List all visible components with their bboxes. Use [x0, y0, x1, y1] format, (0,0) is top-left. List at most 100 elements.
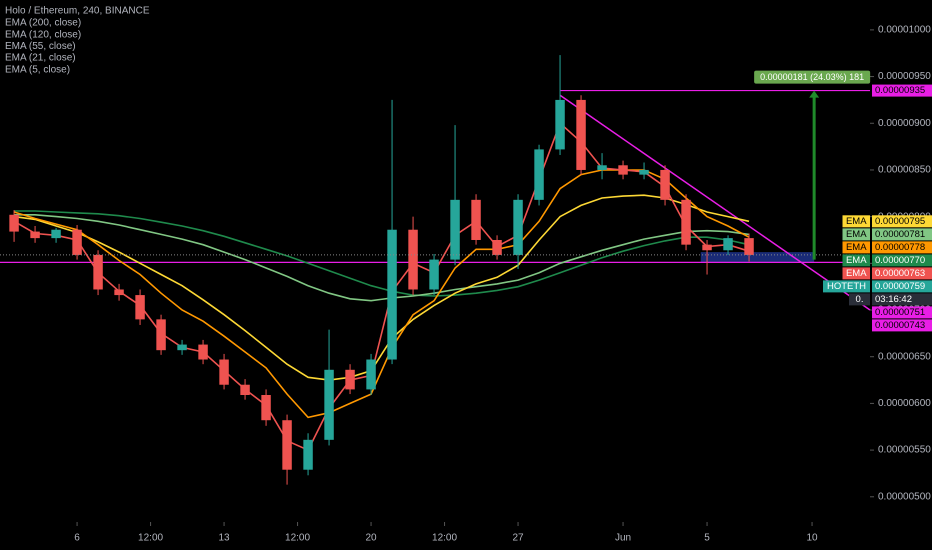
- y-tick-label: 0.00001000: [878, 25, 931, 36]
- x-tick-label: Jun: [615, 533, 631, 544]
- legend-entry: EMA (21, close): [5, 53, 76, 64]
- candle-body: [387, 229, 397, 360]
- candle-body: [660, 169, 670, 200]
- axis-tag-name: EMA: [846, 255, 867, 266]
- candle-body: [702, 244, 712, 251]
- candle-body: [744, 238, 754, 255]
- axis-tag: [872, 306, 932, 319]
- candle-body: [345, 369, 355, 390]
- measure-arrow-head: [809, 90, 820, 98]
- candle-body: [534, 149, 544, 200]
- axis-tag-name-box: [823, 280, 870, 293]
- measure-label-box: [754, 70, 871, 84]
- candle-body: [177, 344, 187, 351]
- legend-entry: EMA (5, close): [5, 64, 70, 75]
- candle-body: [198, 344, 208, 360]
- x-tick-label: 12:00: [285, 533, 310, 544]
- axis-tag-label: 0.00000763: [875, 268, 925, 279]
- y-tick-label: 0.00000600: [878, 398, 931, 409]
- axis-tag-name: EMA: [846, 242, 867, 253]
- candle-body: [723, 238, 733, 251]
- y-tick-label: 0.00000850: [878, 165, 931, 176]
- candle-body: [492, 239, 502, 255]
- x-tick-label: 20: [365, 533, 377, 544]
- axis-tag-name-box: [842, 267, 870, 280]
- x-tick-label: 10: [806, 533, 818, 544]
- legend-entry: EMA (120, close): [5, 29, 81, 40]
- candle-body: [261, 395, 271, 421]
- candle-body: [30, 231, 40, 239]
- candle-body: [219, 359, 229, 385]
- axis-tag: [872, 293, 932, 306]
- axis-tag-name-box: [849, 293, 870, 306]
- ema-line: [13, 194, 750, 381]
- candle-body: [156, 319, 166, 351]
- candle-body: [114, 289, 124, 296]
- candle-body: [282, 420, 292, 470]
- axis-tag-name: EMA: [846, 216, 867, 227]
- axis-tag-name-box: [842, 241, 870, 254]
- axis-tag-label: 0.00000795: [875, 216, 925, 227]
- axis-tag: [872, 84, 932, 97]
- axis-tag-label: 0.00000935: [875, 85, 925, 96]
- axis-tag-name-box: [842, 215, 870, 228]
- x-tick-label: 13: [218, 533, 230, 544]
- axis-tag-name-box: [842, 228, 870, 241]
- axis-tag-label: 0.00000743: [875, 320, 925, 331]
- candle-body: [597, 165, 607, 170]
- legend-entry: EMA (55, close): [5, 41, 76, 52]
- y-tick-label: 0.00000550: [878, 445, 931, 456]
- candle-body: [471, 199, 481, 240]
- candle-body: [51, 229, 61, 239]
- y-tick-label: 0.00000500: [878, 491, 931, 502]
- axis-tag: [872, 254, 932, 267]
- axis-tag: [872, 267, 932, 280]
- x-tick-label: 6: [74, 533, 80, 544]
- axis-tag: [872, 319, 932, 332]
- axis-tag: [872, 241, 932, 254]
- measure-label: 0.00000181 (24.03%) 181: [760, 72, 864, 82]
- price-zone: [700, 252, 815, 263]
- axis-tag-label: 0.00000781: [875, 229, 925, 240]
- axis-tag-label: 0.00000751: [875, 307, 925, 318]
- candle-body: [93, 254, 103, 290]
- y-tick-label: 0.00000950: [878, 71, 931, 82]
- candle-body: [618, 165, 628, 175]
- axis-tag-name-box: [842, 254, 870, 267]
- candle-body: [72, 229, 82, 255]
- axis-tag: [872, 215, 932, 228]
- candle-body: [366, 359, 376, 390]
- x-tick-label: 12:00: [432, 533, 457, 544]
- candle-body: [303, 439, 313, 470]
- x-tick-label: 12:00: [138, 533, 163, 544]
- axis-tag-name: EMA: [846, 229, 867, 240]
- candle-body: [450, 199, 460, 260]
- axis-tag-label: 03:16:42: [875, 294, 912, 305]
- candle-body: [513, 199, 523, 255]
- axis-tag-label: 0.00000770: [875, 255, 925, 266]
- candle-body: [135, 295, 145, 320]
- legend-entry: EMA (200, close): [5, 18, 81, 29]
- candle-body: [681, 199, 691, 245]
- axis-tag-label: 0.00000759: [875, 281, 925, 292]
- x-tick-label: 5: [704, 533, 710, 544]
- axis-tag-name: HOTETH: [827, 281, 866, 292]
- axis-tag-name: EMA: [846, 268, 867, 279]
- candle-body: [408, 229, 418, 290]
- ema-line: [14, 210, 750, 297]
- candle-body: [429, 259, 439, 290]
- axis-tag: [872, 228, 932, 241]
- candle-body: [240, 384, 250, 396]
- chart-title: Holo / Ethereum, 240, BINANCE: [5, 6, 150, 17]
- x-tick-label: 27: [512, 533, 524, 544]
- candle-body: [555, 99, 565, 150]
- y-tick-label: 0.00000650: [878, 351, 931, 362]
- axis-tag-label: 0.00000778: [875, 242, 925, 253]
- trend-line: [559, 94, 871, 311]
- candle-body: [639, 169, 649, 175]
- candle-body: [324, 369, 334, 440]
- ema-line: [14, 214, 750, 302]
- axis-tag: [872, 280, 932, 293]
